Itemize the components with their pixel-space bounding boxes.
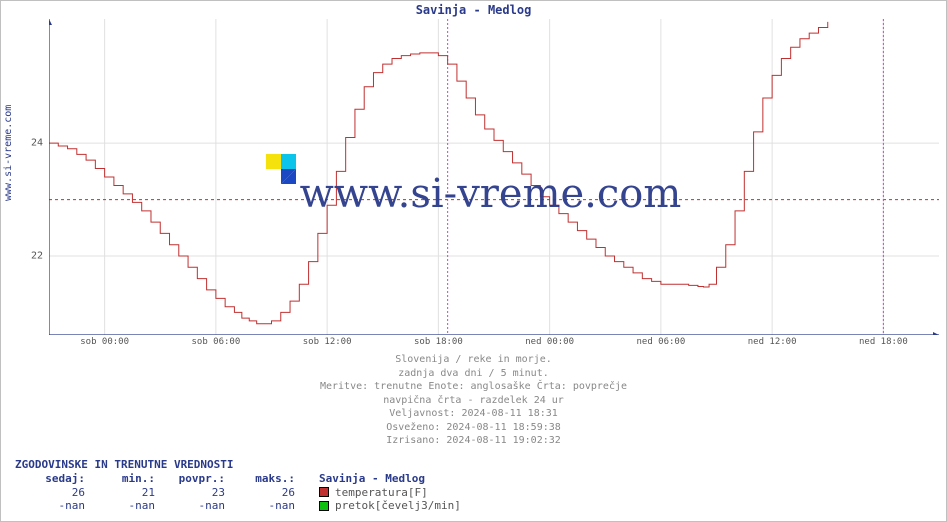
caption-line: Slovenija / reke in morje.: [1, 353, 946, 367]
history-data-row: -nan-nan-nan-nanpretok[čevelj3/min]: [15, 499, 461, 513]
x-tick-label: ned 00:00: [525, 337, 574, 347]
plot-area: [49, 19, 939, 335]
history-col-head: min.:: [85, 472, 155, 486]
x-tick-label: ned 06:00: [636, 337, 685, 347]
series-label: temperatura[F]: [335, 486, 428, 500]
history-title: ZGODOVINSKE IN TRENUTNE VREDNOSTI: [15, 458, 461, 472]
plot-svg: [49, 19, 939, 335]
history-value: 26: [15, 486, 85, 500]
history-col-head: povpr.:: [155, 472, 225, 486]
history-data-row: 26212326temperatura[F]: [15, 486, 461, 500]
y-tick-label: 22: [31, 251, 43, 262]
x-tick-label: sob 12:00: [303, 337, 352, 347]
history-col-head: maks.:: [225, 472, 295, 486]
history-value: -nan: [155, 499, 225, 513]
x-tick-label: sob 18:00: [414, 337, 463, 347]
x-tick-label: sob 00:00: [80, 337, 129, 347]
history-series-row: pretok[čevelj3/min]: [319, 499, 461, 513]
caption-line: Meritve: trenutne Enote: anglosaške Črta…: [1, 380, 946, 394]
chart-title: Savinja - Medlog: [1, 3, 946, 17]
x-tick-label: ned 18:00: [859, 337, 908, 347]
series-label: pretok[čevelj3/min]: [335, 499, 461, 513]
series-swatch-icon: [319, 501, 329, 511]
caption-line: Osveženo: 2024-08-11 18:59:38: [1, 421, 946, 435]
history-value: 23: [155, 486, 225, 500]
history-value: 21: [85, 486, 155, 500]
history-value: -nan: [15, 499, 85, 513]
caption-line: zadnja dva dni / 5 minut.: [1, 367, 946, 381]
caption-line: navpična črta - razdelek 24 ur: [1, 394, 946, 408]
history-header-row: sedaj: min.: povpr.: maks.: Savinja - Me…: [15, 472, 461, 486]
history-series-title: Savinja - Medlog: [319, 472, 425, 486]
x-tick-label: sob 06:00: [191, 337, 240, 347]
series-swatch-icon: [319, 487, 329, 497]
caption-block: Slovenija / reke in morje. zadnja dva dn…: [1, 353, 946, 448]
x-tick-label: ned 12:00: [748, 337, 797, 347]
x-ticks: sob 00:00 sob 06:00 sob 12:00 sob 18:00 ned …: [49, 337, 939, 351]
chart-container: www.si-vreme.com Savinja - Medlog 2224 s…: [0, 0, 947, 522]
history-value: -nan: [85, 499, 155, 513]
caption-line: Izrisano: 2024-08-11 19:02:32: [1, 434, 946, 448]
history-value: -nan: [225, 499, 295, 513]
history-series-row: temperatura[F]: [319, 486, 428, 500]
y-tick-label: 24: [31, 138, 43, 149]
caption-line: Veljavnost: 2024-08-11 18:31: [1, 407, 946, 421]
history-col-head: sedaj:: [15, 472, 85, 486]
history-block: ZGODOVINSKE IN TRENUTNE VREDNOSTI sedaj:…: [15, 458, 461, 513]
y-ticks: 22 24: [1, 19, 47, 335]
history-value: 26: [225, 486, 295, 500]
